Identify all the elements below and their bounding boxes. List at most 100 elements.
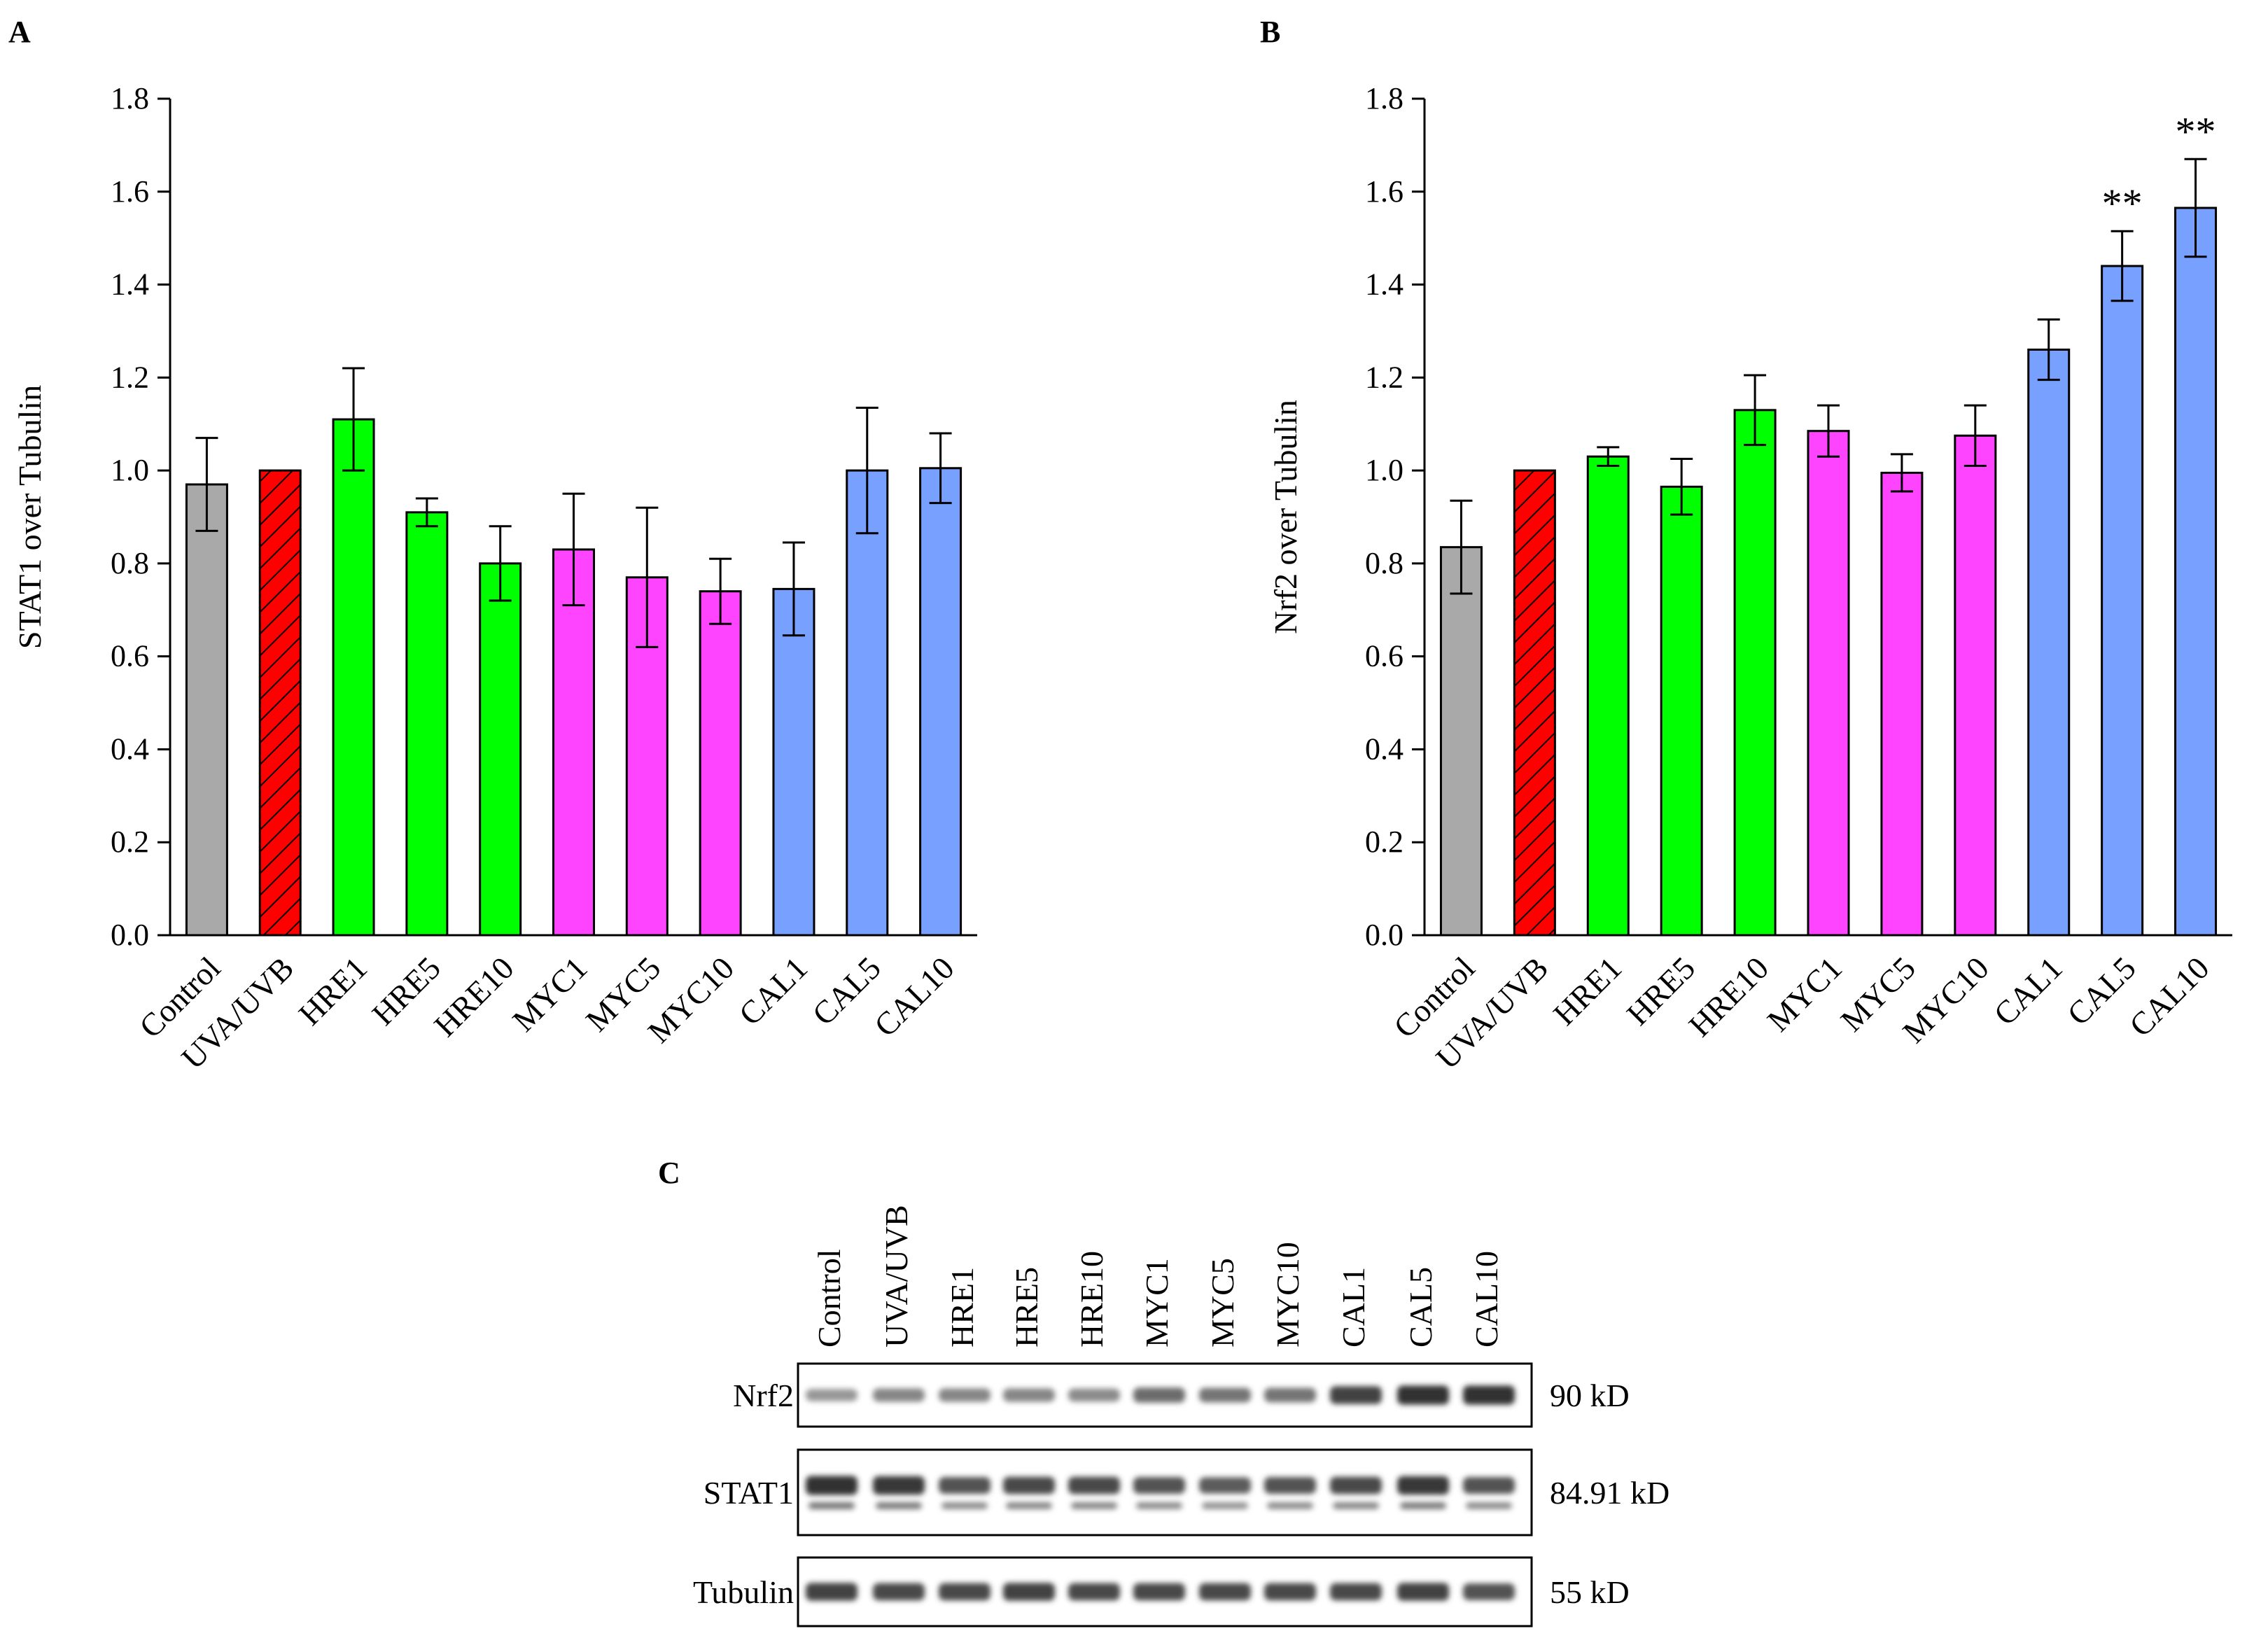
y-tick-label: 0.8 bbox=[111, 546, 149, 580]
blot-row-label-nrf2: Nrf2 bbox=[733, 1378, 794, 1413]
y-tick-label: 0.6 bbox=[1365, 639, 1404, 673]
blot-band-stat1-control bbox=[806, 1476, 858, 1495]
bar-myc10 bbox=[1954, 434, 1997, 937]
x-tick-label-cal10: CAL10 bbox=[867, 950, 961, 1044]
x-tick-label-hre10: HRE10 bbox=[427, 950, 521, 1044]
blot-band-tubulin-uva-uvb bbox=[873, 1583, 925, 1601]
blot-band-tubulin-hre1 bbox=[939, 1583, 990, 1601]
x-tick-label-hre1: HRE1 bbox=[1546, 950, 1628, 1032]
blot-band-lower-stat1-uva-uvb bbox=[876, 1502, 922, 1509]
lane-label-hre10: HRE10 bbox=[1074, 1251, 1110, 1348]
bar-control bbox=[1439, 546, 1483, 937]
blot-band-nrf2-myc5 bbox=[1199, 1387, 1251, 1403]
y-tick-label: 1.4 bbox=[1365, 267, 1404, 302]
blot-band-lower-stat1-myc5 bbox=[1202, 1502, 1248, 1509]
x-tick-label-hre10: HRE10 bbox=[1682, 950, 1776, 1044]
blot-band-stat1-cal10 bbox=[1463, 1477, 1515, 1494]
bar-myc1 bbox=[1807, 430, 1850, 937]
bar-control bbox=[185, 483, 228, 937]
x-tick-label-cal10: CAL10 bbox=[2122, 950, 2216, 1044]
blot-band-nrf2-cal5 bbox=[1397, 1385, 1449, 1405]
bar-cal5 bbox=[846, 469, 889, 937]
blot-band-stat1-hre5 bbox=[1003, 1476, 1055, 1494]
blot-band-lower-stat1-myc10 bbox=[1267, 1502, 1313, 1509]
bar-hre5 bbox=[1660, 485, 1703, 937]
blot-band-tubulin-myc5 bbox=[1199, 1583, 1251, 1601]
y-tick-label: 0.2 bbox=[111, 825, 149, 859]
blot-row-label-tubulin: Tubulin bbox=[693, 1574, 794, 1610]
blot-band-nrf2-control bbox=[806, 1389, 858, 1401]
y-tick-label: 1.2 bbox=[1365, 360, 1404, 394]
blot-band-tubulin-hre5 bbox=[1003, 1583, 1055, 1601]
y-tick-label: 0.6 bbox=[111, 639, 149, 673]
lane-label-cal5: CAL5 bbox=[1403, 1267, 1438, 1348]
x-tick-label-hre1: HRE1 bbox=[292, 950, 374, 1032]
lane-label-myc5: MYC5 bbox=[1205, 1258, 1240, 1348]
chart-panel-b: 0.0 0.2 0.4 0.6 0.8 1.0 1.2 1.4 1.6 1.8 Nrf2 over … bbox=[1268, 81, 2232, 1076]
x-tick-label-myc1: MYC1 bbox=[505, 950, 594, 1038]
y-tick-label: 1.4 bbox=[111, 267, 149, 302]
y-tick-label: 1.8 bbox=[111, 81, 149, 115]
lane-label-myc1: MYC1 bbox=[1139, 1258, 1175, 1348]
y-tick-label: 1.2 bbox=[111, 360, 149, 394]
blot-band-stat1-uva-uvb bbox=[873, 1476, 925, 1495]
x-tick-label-cal1: CAL1 bbox=[1987, 950, 2068, 1032]
blot-size-label-tubulin: 55 kD bbox=[1550, 1574, 1630, 1610]
bar-myc1 bbox=[552, 548, 595, 937]
x-tick-label-myc1: MYC1 bbox=[1760, 950, 1849, 1038]
blot-band-nrf2-hre10 bbox=[1068, 1388, 1120, 1402]
blot-band-nrf2-myc10 bbox=[1264, 1387, 1316, 1403]
blot-band-tubulin-hre10 bbox=[1068, 1583, 1120, 1601]
blot-band-tubulin-cal10 bbox=[1463, 1583, 1515, 1600]
blot-band-nrf2-cal1 bbox=[1330, 1386, 1382, 1404]
y-tick-label: 0.4 bbox=[1365, 732, 1404, 766]
y-axis-title: Nrf2 over Tubulin bbox=[1268, 400, 1303, 634]
y-tick-label: 0.4 bbox=[111, 732, 149, 766]
blot-band-tubulin-myc10 bbox=[1264, 1583, 1316, 1601]
blot-band-nrf2-hre5 bbox=[1003, 1388, 1055, 1402]
significance-marker-cal5: ** bbox=[2102, 181, 2143, 226]
bar-uva-uvb bbox=[1513, 469, 1556, 937]
panel-label-c: C bbox=[658, 1156, 680, 1190]
blot-band-nrf2-cal10 bbox=[1463, 1385, 1515, 1405]
y-tick-label: 0.0 bbox=[111, 918, 149, 952]
blot-band-stat1-cal5 bbox=[1397, 1476, 1449, 1495]
blot-band-lower-stat1-hre10 bbox=[1071, 1502, 1117, 1509]
bar-hre10 bbox=[479, 562, 522, 937]
blot-band-nrf2-myc1 bbox=[1133, 1387, 1185, 1403]
bar-hre5 bbox=[405, 511, 449, 937]
lane-label-myc10: MYC10 bbox=[1270, 1242, 1306, 1348]
y-tick-label: 0.2 bbox=[1365, 825, 1404, 859]
blot-band-stat1-hre1 bbox=[939, 1477, 990, 1494]
lane-label-cal10: CAL10 bbox=[1469, 1251, 1504, 1348]
bar-cal10 bbox=[919, 467, 962, 937]
y-tick-label: 1.8 bbox=[1365, 81, 1404, 115]
blot-band-stat1-myc5 bbox=[1199, 1477, 1251, 1494]
significance-marker-cal10: ** bbox=[2176, 108, 2216, 154]
blot-band-tubulin-myc1 bbox=[1133, 1583, 1185, 1601]
x-tick-label-cal1: CAL1 bbox=[732, 950, 814, 1032]
bar-myc5 bbox=[1880, 471, 1924, 937]
lane-label-uva-uvb: UVA/UVB bbox=[878, 1205, 914, 1348]
blot-band-lower-stat1-control bbox=[808, 1502, 855, 1509]
y-tick-label: 1.0 bbox=[1365, 453, 1404, 487]
lane-label-control: Control bbox=[811, 1249, 847, 1348]
chart-panel-a: 0.0 0.2 0.4 0.6 0.8 1.0 1.2 1.4 1.6 1.8 STAT1 over… bbox=[12, 81, 977, 1076]
blot-size-label-stat1: 84.91 kD bbox=[1550, 1475, 1670, 1511]
blot-band-nrf2-uva-uvb bbox=[873, 1388, 925, 1402]
bar-cal10 bbox=[2174, 206, 2218, 937]
blot-band-stat1-myc10 bbox=[1264, 1477, 1316, 1494]
y-tick-label: 1.6 bbox=[111, 174, 149, 209]
western-blot-panel-c: Control UVA/UVB HRE1 HRE5 HRE10 MYC1 MYC5 MYC10… bbox=[693, 1205, 1670, 1628]
y-tick-label: 1.6 bbox=[1365, 174, 1404, 209]
bar-cal1 bbox=[2027, 349, 2071, 937]
blot-band-stat1-hre10 bbox=[1068, 1476, 1120, 1494]
lane-label-hre1: HRE1 bbox=[944, 1267, 980, 1348]
y-tick-label: 0.0 bbox=[1365, 918, 1404, 952]
blot-band-lower-stat1-hre5 bbox=[1006, 1502, 1052, 1509]
blot-band-tubulin-control bbox=[806, 1583, 858, 1601]
lane-label-hre5: HRE5 bbox=[1009, 1267, 1044, 1348]
blot-band-lower-stat1-myc1 bbox=[1136, 1502, 1182, 1509]
panel-label-b: B bbox=[1260, 15, 1280, 49]
bar-uva-uvb bbox=[258, 469, 302, 937]
